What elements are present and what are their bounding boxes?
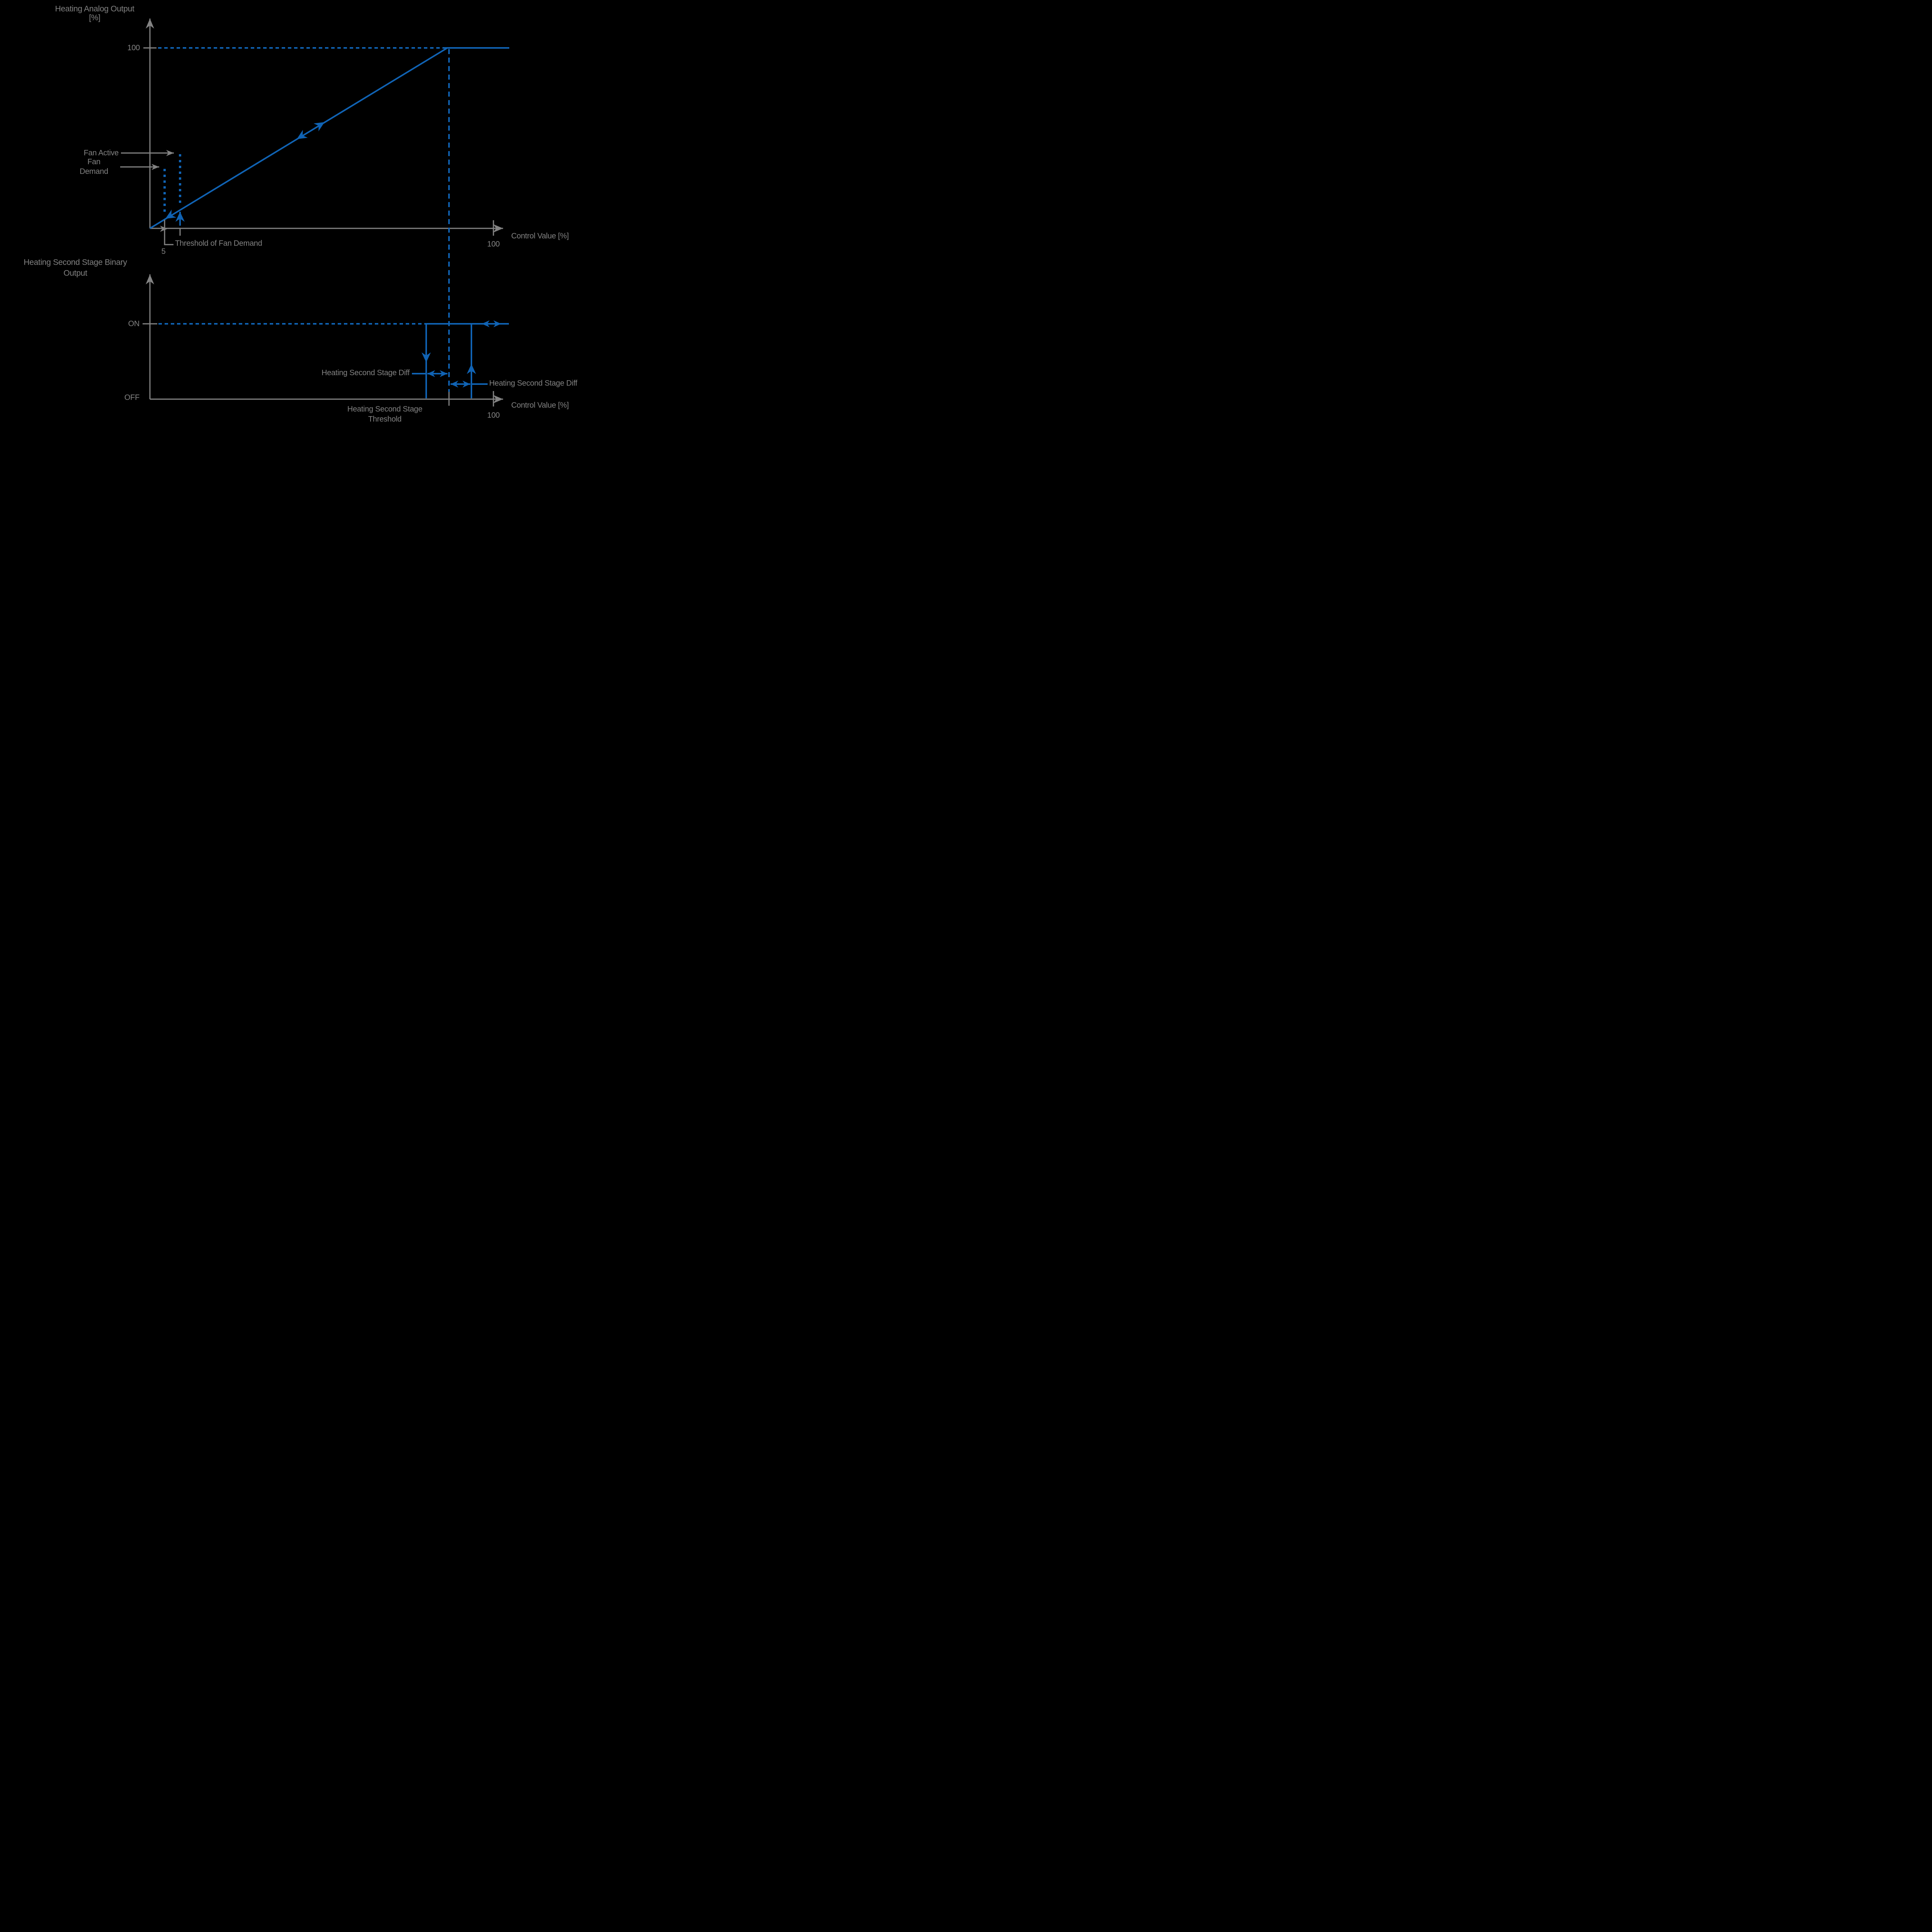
diff-label-left: Heating Second Stage Diff [321, 369, 410, 377]
fan-demand-label-line2: Demand [80, 167, 108, 176]
ramp-down-arrowhead-icon [297, 130, 308, 139]
off-label: OFF [124, 393, 139, 402]
second-stage-threshold-label-line2: Threshold [368, 415, 401, 423]
ramp-up-arrowhead-icon [313, 122, 325, 131]
on-label: ON [128, 320, 139, 328]
top-chart: Heating Analog Output [%] 100 Fan Active… [55, 5, 569, 392]
threshold-value-label: 5 [162, 247, 166, 256]
threshold-of-fan-demand-label: Threshold of Fan Demand [175, 239, 262, 248]
bottom-chart: Heating Second Stage Binary Output ON OF… [24, 258, 578, 424]
fan-active-label: Fan Active [84, 149, 119, 157]
top-x-axis-label: Control Value [%] [511, 232, 569, 240]
top-x-tick-100-label: 100 [487, 240, 500, 248]
fan-demand-arrowhead-icon [165, 209, 177, 219]
bottom-chart-title-line1: Heating Second Stage Binary [24, 258, 127, 267]
bottom-x-axis-label: Control Value [%] [511, 401, 569, 410]
second-stage-threshold-label-line1: Heating Second Stage [347, 405, 422, 413]
diagram-canvas: Heating Analog Output [%] 100 Fan Active… [24, 5, 578, 424]
diff-label-right: Heating Second Stage Diff [489, 379, 578, 388]
top-chart-title-line1: Heating Analog Output [55, 5, 134, 14]
top-chart-title-line2: [%] [89, 14, 100, 22]
bottom-x-tick-100-label: 100 [487, 411, 500, 420]
top-y-tick-100-label: 100 [128, 44, 140, 52]
bottom-chart-title-line2: Output [63, 269, 87, 278]
threshold-callout-elbow [164, 220, 173, 245]
fan-demand-label-line1: Fan [87, 158, 100, 166]
diagram-stage: Heating Analog Output [%] 100 Fan Active… [0, 0, 597, 425]
